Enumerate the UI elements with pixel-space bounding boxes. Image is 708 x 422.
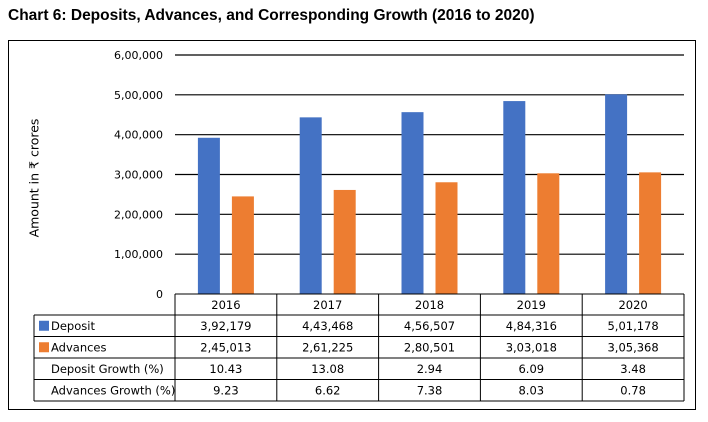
table-cell: 0.78	[620, 383, 646, 397]
table-cell: 2,45,013	[200, 340, 251, 354]
y-tick-label: 2,00,000	[114, 208, 163, 221]
x-tick-label: 2020	[618, 298, 647, 312]
chart-frame	[8, 40, 696, 410]
bar-deposit-2020	[605, 94, 628, 294]
bar-advances-2017	[333, 189, 356, 294]
chart-title: Chart 6: Deposits, Advances, and Corresp…	[8, 7, 535, 24]
table-row-label: Deposit Growth (%)	[51, 362, 164, 376]
legend-swatch-deposit	[39, 320, 49, 331]
table-cell: 3,05,368	[607, 340, 658, 354]
table-cell: 4,43,468	[302, 319, 353, 333]
table-cell: 2,61,225	[302, 340, 353, 354]
x-tick-label: 2017	[313, 298, 342, 312]
y-tick-label: 6,00,000	[114, 49, 163, 62]
table-cell: 6.09	[518, 362, 544, 376]
table-cell: 9.23	[213, 383, 239, 397]
bar-deposit-2019	[503, 101, 526, 294]
y-tick-label: 4,00,000	[114, 129, 163, 142]
bar-deposit-2018	[401, 112, 424, 294]
table-cell: 13.08	[311, 362, 344, 376]
table-cell: 3,03,018	[506, 340, 557, 354]
table-cell: 8.03	[518, 383, 544, 397]
table-cell: 4,84,316	[506, 319, 557, 333]
y-tick-label: 1,00,000	[114, 248, 163, 261]
table-cell: 5,01,178	[607, 319, 658, 333]
table-cell: 7.38	[417, 383, 443, 397]
x-tick-label: 2018	[415, 298, 444, 312]
x-tick-label: 2016	[211, 298, 240, 312]
table-cell: 4,56,507	[404, 319, 455, 333]
table-cell: 3.48	[620, 362, 646, 376]
table-row-label: Deposit	[51, 319, 95, 333]
bar-deposit-2016	[197, 137, 220, 294]
bar-advances-2019	[537, 173, 560, 294]
table-row-label: Advances Growth (%)	[51, 383, 175, 397]
bars	[197, 94, 662, 294]
y-tick-labels: 0 1,00,000 2,00,000 3,00,000 4,00,000 5,00,00…	[114, 49, 163, 301]
table-row-label: Advances	[51, 340, 107, 354]
table-cell: 6.62	[315, 383, 341, 397]
y-tick-label: 3,00,000	[114, 169, 163, 182]
bar-advances-2016	[231, 196, 254, 294]
gridlines	[175, 54, 684, 255]
bar-deposit-2017	[299, 117, 322, 294]
legend-swatch-advances	[39, 342, 49, 353]
y-tick-label: 5,00,000	[114, 89, 163, 102]
y-tick-label: 0	[156, 288, 163, 301]
table-cell: 3,92,179	[200, 319, 251, 333]
bar-advances-2018	[435, 182, 458, 294]
data-table: 2016 2017 2018 2019 2020 Deposit 3,92,179 4,43,…	[33, 293, 685, 402]
table-cell: 2,80,501	[404, 340, 455, 354]
table-cell: 10.43	[209, 362, 242, 376]
bar-advances-2020	[639, 172, 662, 294]
table-cell: 2.94	[417, 362, 443, 376]
x-tick-label: 2019	[517, 298, 546, 312]
